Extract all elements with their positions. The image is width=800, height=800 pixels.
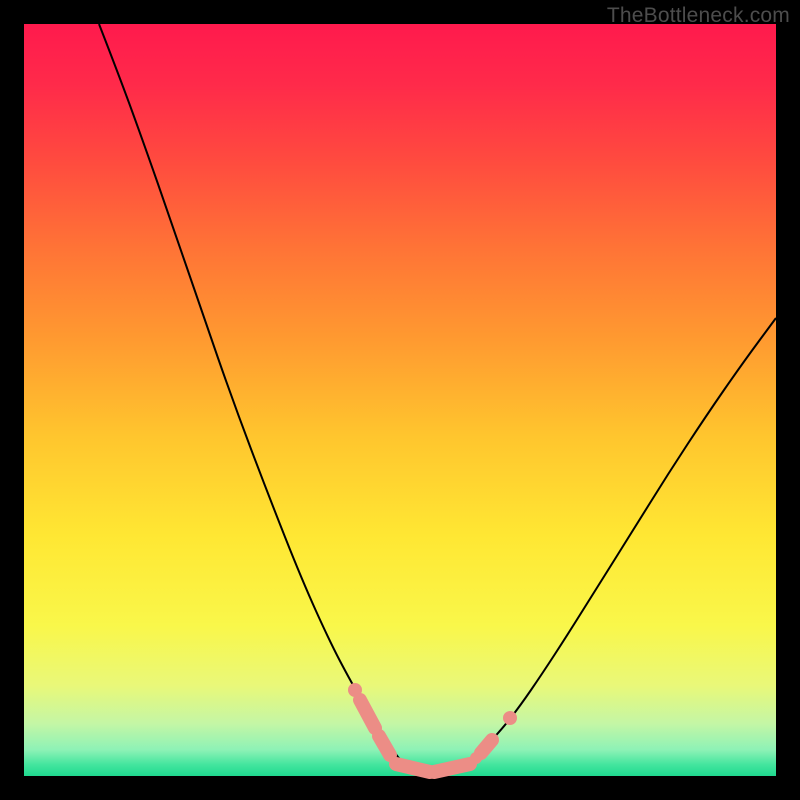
marker-dot (503, 711, 517, 725)
marker-group (348, 683, 517, 772)
marker-capsule (379, 736, 390, 755)
marker-capsule (396, 764, 430, 772)
marker-capsule (434, 764, 470, 772)
chart-frame: TheBottleneck.com (0, 0, 800, 800)
curve-layer (24, 24, 776, 776)
marker-capsule (360, 700, 375, 728)
watermark-text: TheBottleneck.com (607, 4, 790, 28)
plot-area (24, 24, 776, 776)
marker-capsule (481, 740, 492, 753)
bottleneck-curve (99, 24, 776, 773)
